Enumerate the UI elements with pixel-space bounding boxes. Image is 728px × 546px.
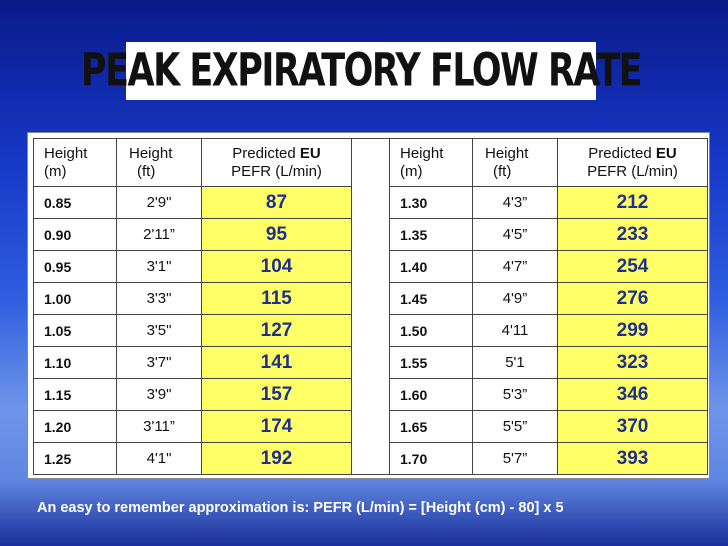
height-m-cell: 1.10: [34, 347, 117, 379]
header-label: Predicted EU: [588, 145, 676, 163]
pefr-value-cell: 212: [558, 187, 708, 219]
pefr-value-cell: 104: [202, 251, 352, 283]
height-m-cell: 0.95: [34, 251, 117, 283]
height-m-cell: 1.35: [390, 219, 473, 251]
header-height-ft: Height (ft): [117, 139, 202, 187]
pefr-value-cell: 323: [558, 347, 708, 379]
header-height-ft: Height (ft): [473, 139, 558, 187]
pefr-value-cell: 95: [202, 219, 352, 251]
height-ft-cell: 4'3”: [473, 187, 558, 219]
height-ft-cell: 5'1: [473, 347, 558, 379]
height-m-cell: 1.50: [390, 315, 473, 347]
pefr-value-cell: 370: [558, 411, 708, 443]
height-m-cell: 1.60: [390, 379, 473, 411]
column-gap: [352, 347, 390, 379]
header-height-m: Height (m): [390, 139, 473, 187]
column-gap: [352, 443, 390, 475]
header-unit: PEFR (L/min): [587, 162, 678, 180]
pefr-value-cell: 276: [558, 283, 708, 315]
column-gap: [352, 219, 390, 251]
header-label: Predicted EU: [232, 145, 320, 163]
header-predicted-text: Predicted: [232, 144, 300, 162]
column-gap: [352, 139, 390, 187]
height-ft-cell: 2'11”: [117, 219, 202, 251]
height-m-cell: 0.85: [34, 187, 117, 219]
pefr-value-cell: 192: [202, 443, 352, 475]
pefr-value-cell: 233: [558, 219, 708, 251]
height-ft-cell: 4'7”: [473, 251, 558, 283]
height-m-cell: 1.15: [34, 379, 117, 411]
height-m-cell: 1.70: [390, 443, 473, 475]
height-m-cell: 1.25: [34, 443, 117, 475]
header-unit: (ft): [137, 162, 156, 180]
pefr-value-cell: 127: [202, 315, 352, 347]
header-predicted-text: Predicted: [588, 144, 656, 162]
header-predicted-pefr: Predicted EU PEFR (L/min): [202, 139, 352, 187]
pefr-value-cell: 346: [558, 379, 708, 411]
height-ft-cell: 3'1": [117, 251, 202, 283]
height-ft-cell: 3'7": [117, 347, 202, 379]
height-ft-cell: 4'1": [117, 443, 202, 475]
header-eu-text: EU: [299, 144, 321, 162]
height-ft-cell: 3'3": [117, 283, 202, 315]
header-unit: (m): [44, 162, 67, 180]
header-label: Height: [485, 144, 529, 162]
pefr-value-cell: 299: [558, 315, 708, 347]
column-gap: [352, 187, 390, 219]
height-m-cell: 1.55: [390, 347, 473, 379]
header-height-m: Height (m): [34, 139, 117, 187]
height-ft-cell: 5'7”: [473, 443, 558, 475]
page-title: PEAK EXPIRATORY FLOW RATE: [80, 45, 643, 97]
column-gap: [352, 283, 390, 315]
title-banner: PEAK EXPIRATORY FLOW RATE: [81, 42, 643, 100]
height-m-cell: 1.30: [390, 187, 473, 219]
column-gap: [352, 315, 390, 347]
pefr-value-cell: 115: [202, 283, 352, 315]
height-ft-cell: 4'11: [473, 315, 558, 347]
height-ft-cell: 2'9": [117, 187, 202, 219]
height-ft-cell: 4'9”: [473, 283, 558, 315]
pefr-value-cell: 174: [202, 411, 352, 443]
column-gap: [352, 411, 390, 443]
height-ft-cell: 5'3”: [473, 379, 558, 411]
pefr-value-cell: 141: [202, 347, 352, 379]
height-ft-cell: 5'5”: [473, 411, 558, 443]
pefr-table: Height (m) Height (ft) Predicted EU PEFR…: [33, 138, 708, 475]
height-m-cell: 1.45: [390, 283, 473, 315]
header-predicted-pefr: Predicted EU PEFR (L/min): [558, 139, 708, 187]
approximation-note: An easy to remember approximation is: PE…: [37, 500, 564, 516]
pefr-value-cell: 393: [558, 443, 708, 475]
pefr-table-panel: Height (m) Height (ft) Predicted EU PEFR…: [27, 132, 710, 479]
height-m-cell: 1.20: [34, 411, 117, 443]
header-unit: PEFR (L/min): [231, 162, 322, 180]
height-m-cell: 1.40: [390, 251, 473, 283]
height-m-cell: 1.00: [34, 283, 117, 315]
header-label: Height: [400, 144, 444, 162]
height-ft-cell: 3'5": [117, 315, 202, 347]
column-gap: [352, 379, 390, 411]
height-ft-cell: 3'11”: [117, 411, 202, 443]
pefr-value-cell: 157: [202, 379, 352, 411]
header-label: Height: [44, 144, 88, 162]
height-m-cell: 1.65: [390, 411, 473, 443]
height-ft-cell: 3'9": [117, 379, 202, 411]
header-eu-text: EU: [655, 144, 677, 162]
height-ft-cell: 4'5”: [473, 219, 558, 251]
header-label: Height: [129, 144, 173, 162]
height-m-cell: 0.90: [34, 219, 117, 251]
pefr-value-cell: 87: [202, 187, 352, 219]
column-gap: [352, 251, 390, 283]
pefr-value-cell: 254: [558, 251, 708, 283]
header-unit: (m): [400, 162, 423, 180]
header-unit: (ft): [493, 162, 512, 180]
height-m-cell: 1.05: [34, 315, 117, 347]
